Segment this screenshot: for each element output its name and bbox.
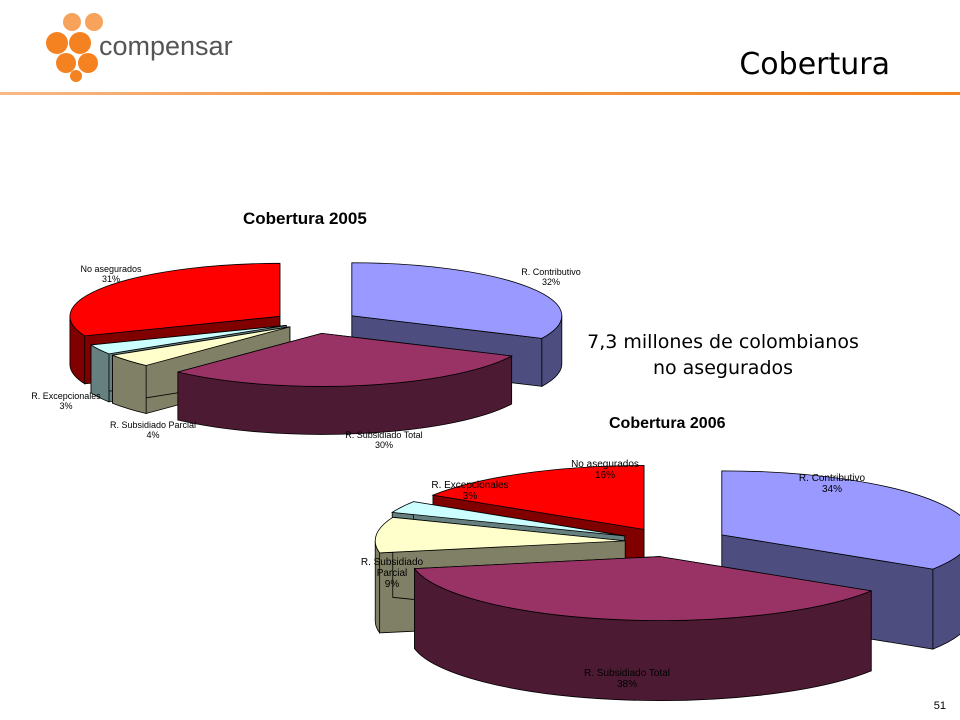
- callout-line-2: no asegurados: [652, 357, 794, 379]
- pie-slice-top: [351, 262, 563, 339]
- pie-slice: [413, 556, 873, 701]
- pie-slice-top: [721, 470, 960, 570]
- header-divider: [0, 92, 960, 95]
- page-number: 51: [933, 700, 946, 712]
- slice-label: R. Subsidiado Total 30%: [345, 430, 422, 450]
- slice-label: R. Subsidiado Parcial 4%: [110, 420, 196, 440]
- slice-label: R. Contributivo 32%: [521, 267, 581, 287]
- slice-label: R. Excepcionales 3%: [431, 480, 508, 502]
- logo-dots-icon: [46, 13, 103, 82]
- pie-slice-top: [431, 465, 645, 530]
- slice-label: R. Subsidiado Total 38%: [584, 668, 670, 690]
- chart-title-2005: Cobertura 2005: [243, 209, 367, 228]
- slice-label: R. Subsidiado Parcial 9%: [361, 557, 424, 590]
- pie-slice-side: [374, 540, 381, 635]
- compensar-logo: compensar: [46, 13, 233, 82]
- page-title: Cobertura: [739, 47, 890, 82]
- logo-wordmark: compensar: [99, 31, 233, 61]
- pie-slice-top: [391, 501, 625, 537]
- slice-label: R. Excepcionales 3%: [31, 391, 101, 411]
- chart-title-2006: Cobertura 2006: [609, 415, 726, 432]
- callout-line-1: 7,3 millones de colombianos: [587, 331, 859, 353]
- pie-slice-top: [177, 332, 513, 387]
- pie-slice: [177, 332, 513, 435]
- pie-slice-top: [374, 516, 626, 554]
- pie-slice-top: [89, 325, 287, 355]
- slice-label: No asegurados 16%: [571, 459, 639, 481]
- callout-text: 7,3 millones de colombianos no asegurado…: [565, 329, 881, 381]
- slice-label: No asegurados 31%: [80, 264, 142, 284]
- pie-slice-top: [111, 326, 290, 366]
- slice-label: R. Contributivo 34%: [799, 473, 866, 495]
- pie-slice-top: [69, 262, 281, 337]
- pie-slice-top: [413, 556, 873, 621]
